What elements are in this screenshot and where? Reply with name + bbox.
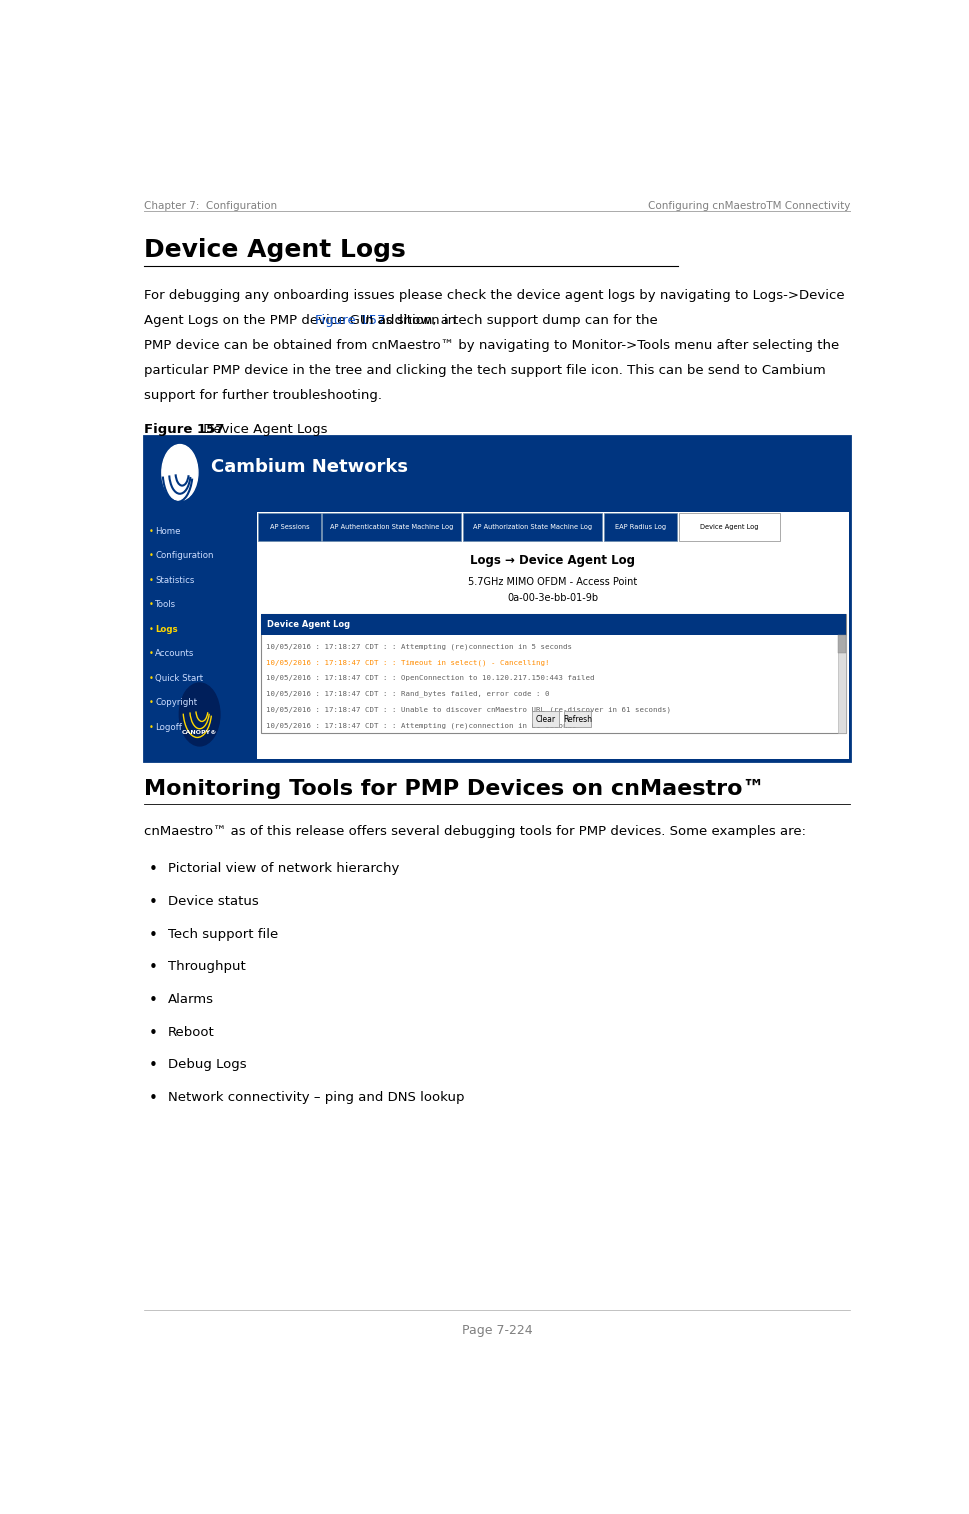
Text: cnMaestro™ as of this release offers several debugging tools for PMP devices. So: cnMaestro™ as of this release offers sev… bbox=[143, 825, 805, 839]
Text: Device Agent Log: Device Agent Log bbox=[266, 621, 350, 630]
Text: Logoff: Logoff bbox=[155, 722, 182, 731]
FancyBboxPatch shape bbox=[563, 712, 590, 727]
Text: Home: Home bbox=[155, 527, 180, 536]
Text: CANOPY®: CANOPY® bbox=[182, 730, 217, 734]
Text: Configuring cnMaestroTM Connectivity: Configuring cnMaestroTM Connectivity bbox=[647, 201, 850, 212]
Text: •: • bbox=[148, 527, 153, 536]
FancyBboxPatch shape bbox=[257, 512, 848, 759]
FancyBboxPatch shape bbox=[258, 513, 321, 540]
Text: 10/05/2016 : 17:18:47 CDT : : Rand_bytes failed, error code : 0: 10/05/2016 : 17:18:47 CDT : : Rand_bytes… bbox=[266, 690, 548, 696]
Text: •: • bbox=[148, 674, 153, 683]
Text: •: • bbox=[148, 928, 157, 943]
Text: 10/05/2016 : 17:18:27 CDT : : Attempting (re)connection in 5 seconds: 10/05/2016 : 17:18:27 CDT : : Attempting… bbox=[266, 643, 572, 650]
Text: Agent Logs on the PMP device GUI as shown in: Agent Logs on the PMP device GUI as show… bbox=[143, 313, 459, 327]
Text: Copyright: Copyright bbox=[155, 698, 197, 707]
FancyBboxPatch shape bbox=[261, 615, 845, 636]
Text: Page 7-224: Page 7-224 bbox=[461, 1325, 532, 1337]
Text: Logs: Logs bbox=[155, 625, 177, 634]
Text: 10/05/2016 : 17:18:47 CDT : : OpenConnection to 10.120.217.150:443 failed: 10/05/2016 : 17:18:47 CDT : : OpenConnec… bbox=[266, 675, 594, 681]
Text: 0a-00-3e-bb-01-9b: 0a-00-3e-bb-01-9b bbox=[507, 593, 598, 603]
Text: Tools: Tools bbox=[155, 600, 176, 609]
Text: 5.7GHz MIMO OFDM - Access Point: 5.7GHz MIMO OFDM - Access Point bbox=[468, 577, 637, 587]
Text: AP Authorization State Machine Log: AP Authorization State Machine Log bbox=[473, 524, 591, 530]
Text: •: • bbox=[148, 993, 157, 1008]
FancyBboxPatch shape bbox=[837, 636, 845, 653]
Text: 10/05/2016 : 17:18:47 CDT : : Unable to discover cnMaestro URL (re-discover in 6: 10/05/2016 : 17:18:47 CDT : : Unable to … bbox=[266, 707, 671, 713]
Text: particular PMP device in the tree and clicking the tech support file icon. This : particular PMP device in the tree and cl… bbox=[143, 365, 825, 377]
Text: Statistics: Statistics bbox=[155, 575, 194, 584]
FancyBboxPatch shape bbox=[143, 509, 255, 762]
Text: •: • bbox=[148, 698, 153, 707]
Text: Accounts: Accounts bbox=[155, 650, 194, 659]
Text: •: • bbox=[148, 650, 153, 659]
Text: support for further troubleshooting.: support for further troubleshooting. bbox=[143, 389, 382, 403]
Text: Monitoring Tools for PMP Devices on cnMaestro™: Monitoring Tools for PMP Devices on cnMa… bbox=[143, 778, 764, 798]
Text: Figure 157: Figure 157 bbox=[314, 313, 385, 327]
Text: •: • bbox=[148, 1092, 157, 1107]
Text: Pictorial view of network hierarchy: Pictorial view of network hierarchy bbox=[168, 863, 399, 875]
Text: Device Agent Log: Device Agent Log bbox=[700, 524, 758, 530]
Text: PMP device can be obtained from cnMaestro™ by navigating to Monitor->Tools menu : PMP device can be obtained from cnMaestr… bbox=[143, 339, 838, 353]
Text: •: • bbox=[148, 575, 153, 584]
Text: •: • bbox=[148, 863, 157, 878]
Circle shape bbox=[179, 683, 220, 746]
Text: Refresh: Refresh bbox=[562, 715, 591, 724]
FancyBboxPatch shape bbox=[532, 712, 559, 727]
FancyBboxPatch shape bbox=[261, 615, 845, 733]
Text: Network connectivity – ping and DNS lookup: Network connectivity – ping and DNS look… bbox=[168, 1092, 464, 1104]
Text: For debugging any onboarding issues please check the device agent logs by naviga: For debugging any onboarding issues plea… bbox=[143, 289, 844, 301]
Text: AP Sessions: AP Sessions bbox=[269, 524, 309, 530]
Text: Device status: Device status bbox=[168, 895, 259, 908]
Text: Throughput: Throughput bbox=[168, 960, 245, 974]
Text: •: • bbox=[148, 625, 153, 634]
Text: AP Authentication State Machine Log: AP Authentication State Machine Log bbox=[329, 524, 453, 530]
Text: Debug Logs: Debug Logs bbox=[168, 1058, 246, 1072]
Text: •: • bbox=[148, 722, 153, 731]
Text: Device Agent Logs: Device Agent Logs bbox=[143, 238, 405, 262]
Circle shape bbox=[162, 445, 198, 501]
Text: •: • bbox=[148, 600, 153, 609]
Text: 10/05/2016 : 17:18:47 CDT : : Timeout in select() - Cancelling!: 10/05/2016 : 17:18:47 CDT : : Timeout in… bbox=[266, 659, 548, 666]
Text: Figure 157: Figure 157 bbox=[143, 422, 224, 436]
FancyBboxPatch shape bbox=[462, 513, 602, 540]
Text: Clear: Clear bbox=[535, 715, 555, 724]
Text: •: • bbox=[148, 895, 157, 910]
Text: Logs → Device Agent Log: Logs → Device Agent Log bbox=[470, 554, 635, 566]
Text: Chapter 7:  Configuration: Chapter 7: Configuration bbox=[143, 201, 276, 212]
Text: EAP Radius Log: EAP Radius Log bbox=[614, 524, 666, 530]
Text: Device Agent Logs: Device Agent Logs bbox=[199, 422, 327, 436]
FancyBboxPatch shape bbox=[322, 513, 461, 540]
Text: Configuration: Configuration bbox=[155, 551, 213, 560]
Text: Quick Start: Quick Start bbox=[155, 674, 203, 683]
Text: 10/05/2016 : 17:18:47 CDT : : Attempting (re)connection in 61 seconds: 10/05/2016 : 17:18:47 CDT : : Attempting… bbox=[266, 722, 576, 728]
FancyBboxPatch shape bbox=[603, 513, 676, 540]
Text: •: • bbox=[148, 960, 157, 975]
Text: Alarms: Alarms bbox=[168, 993, 213, 1007]
Text: •: • bbox=[148, 1058, 157, 1073]
Text: . In addition, a tech support dump can for the: . In addition, a tech support dump can f… bbox=[353, 313, 657, 327]
FancyBboxPatch shape bbox=[143, 436, 850, 509]
FancyBboxPatch shape bbox=[678, 513, 779, 540]
Text: Reboot: Reboot bbox=[168, 1025, 214, 1039]
Text: •: • bbox=[148, 551, 153, 560]
FancyBboxPatch shape bbox=[143, 436, 850, 762]
FancyBboxPatch shape bbox=[837, 636, 845, 733]
Text: •: • bbox=[148, 1025, 157, 1040]
Text: Tech support file: Tech support file bbox=[168, 928, 278, 940]
Text: Cambium Networks: Cambium Networks bbox=[211, 457, 408, 475]
